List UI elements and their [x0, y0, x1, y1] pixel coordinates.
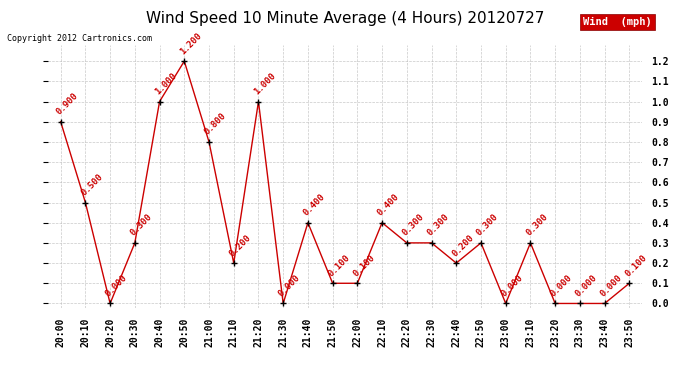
Text: Copyright 2012 Cartronics.com: Copyright 2012 Cartronics.com — [7, 34, 152, 43]
Text: 0.100: 0.100 — [326, 253, 352, 278]
Text: 0.000: 0.000 — [549, 273, 574, 298]
Text: Wind  (mph): Wind (mph) — [583, 17, 652, 27]
Text: 0.300: 0.300 — [425, 213, 451, 238]
Text: 0.800: 0.800 — [203, 111, 228, 137]
Text: 0.000: 0.000 — [573, 273, 599, 298]
Text: Wind Speed 10 Minute Average (4 Hours) 20120727: Wind Speed 10 Minute Average (4 Hours) 2… — [146, 11, 544, 26]
Text: 0.200: 0.200 — [228, 232, 253, 258]
Text: 0.000: 0.000 — [598, 273, 624, 298]
Text: 0.300: 0.300 — [128, 213, 154, 238]
Text: 1.000: 1.000 — [253, 71, 277, 96]
Text: 0.900: 0.900 — [55, 92, 80, 117]
Text: 0.100: 0.100 — [623, 253, 649, 278]
Text: 1.200: 1.200 — [178, 31, 204, 56]
Text: 0.000: 0.000 — [500, 273, 525, 298]
Text: 0.300: 0.300 — [475, 213, 500, 238]
Text: 0.000: 0.000 — [277, 273, 302, 298]
Text: 0.400: 0.400 — [302, 192, 327, 217]
Text: 0.200: 0.200 — [450, 232, 475, 258]
Text: 0.300: 0.300 — [401, 213, 426, 238]
Text: 0.100: 0.100 — [351, 253, 377, 278]
Text: 1.000: 1.000 — [153, 71, 179, 96]
Text: 0.400: 0.400 — [376, 192, 402, 217]
Text: 0.500: 0.500 — [79, 172, 105, 198]
Text: 0.000: 0.000 — [104, 273, 129, 298]
Text: 0.300: 0.300 — [524, 213, 550, 238]
